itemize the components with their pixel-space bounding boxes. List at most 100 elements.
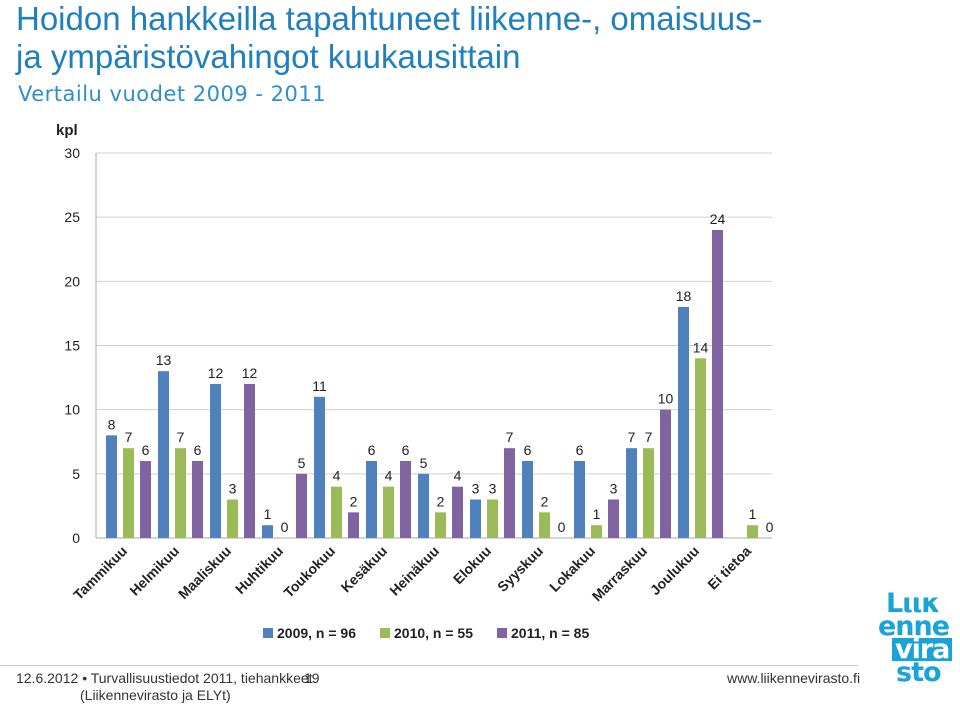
x-tick-label: Maaliskuu [175,543,234,602]
legend-label: 2010, n = 55 [394,625,473,641]
legend-label: 2009, n = 96 [277,625,356,641]
bar [418,473,429,538]
data-label: 3 [472,481,480,497]
bar [227,499,238,538]
data-label: 12 [242,365,258,381]
footer-source-line-2: (Liikennevirasto ja ELYt) [80,687,231,703]
legend-label: 2011, n = 85 [511,625,589,641]
footer-source-line-1: Turvallisuustiedot 2011, tiehankkeet [90,670,313,686]
footer-source: 12.6.2012 • Turvallisuustiedot 2011, tie… [16,670,313,704]
data-label: 6 [194,442,202,458]
data-label: 6 [368,442,376,458]
data-label: 5 [298,455,306,471]
bar [747,525,758,538]
bar [435,512,446,538]
page-number: 19 [304,670,320,686]
data-label: 10 [658,391,674,407]
data-label: 1 [264,506,272,522]
data-label: 1 [749,506,757,522]
data-label: 0 [558,519,566,535]
legend-swatch [497,628,507,638]
bar [175,448,186,538]
x-tick-label: Tammikuu [70,543,130,603]
data-label: 7 [628,429,636,445]
y-tick-label: 20 [64,273,80,289]
data-label: 5 [420,455,428,471]
footer-url: www.liikennevirasto.fi [727,670,861,686]
data-label: 14 [693,339,709,355]
logo-line-4: sto [896,657,942,688]
data-label: 11 [312,378,327,394]
bar [574,461,585,538]
bar [678,307,689,538]
data-label: 24 [710,211,726,227]
bar [383,486,394,538]
y-tick-label: 5 [72,466,80,482]
data-label: 4 [333,468,341,484]
x-tick-label: Heinäkuu [386,543,442,599]
bar [123,448,134,538]
data-label: 3 [489,481,497,497]
footer-date: 12.6.2012 [16,670,79,686]
x-tick-label: Huhtikuu [232,543,286,597]
y-tick-label: 0 [72,530,80,546]
bar [626,448,637,538]
bar [296,473,307,538]
x-tick-label: Joulukuu [647,543,702,598]
bar [522,461,533,538]
legend-swatch [263,628,273,638]
bullet-icon: • [82,670,91,686]
bar [210,384,221,538]
bar [331,486,342,538]
data-label: 4 [454,468,462,484]
bar [158,371,169,538]
bar [591,525,602,538]
bar [452,486,463,538]
bar [643,448,654,538]
data-label: 6 [576,442,584,458]
slide-title: Hoidon hankkeilla tapahtuneet liikenne-,… [16,0,916,76]
x-tick-label: Elokuu [450,543,494,587]
data-label: 7 [506,429,514,445]
data-label: 3 [229,481,237,497]
x-tick-label: Marraskuu [589,543,650,604]
data-label: 3 [610,481,618,497]
bar [244,384,255,538]
data-label: 6 [524,442,532,458]
bar [608,499,619,538]
x-tick-label: Kesäkuu [338,543,391,596]
bar [695,358,706,538]
logo-line-3: vira [892,636,953,663]
bar [470,499,481,538]
bar [504,448,515,538]
bar [262,525,273,538]
data-label: 0 [766,519,774,535]
liikennevirasto-logo: Lιικ enne vira sto [878,588,960,688]
y-tick-label: 15 [64,338,80,354]
legend-swatch [380,628,390,638]
bar [487,499,498,538]
bar [314,396,325,538]
data-label: 6 [402,442,410,458]
title-line-2: ja ympäristövahingot kuukausittain [16,38,521,75]
bar [106,435,117,538]
data-label: 12 [208,365,224,381]
bar [712,230,723,538]
footer-divider [0,665,858,666]
data-label: 13 [156,352,172,368]
x-tick-label: Toukokuu [280,543,338,601]
x-tick-label: Helmikuu [126,543,182,599]
y-tick-label: 10 [64,402,80,418]
x-tick-label: Syyskuu [494,543,546,595]
bar [140,461,151,538]
bar [660,409,671,538]
slide-subtitle: Vertailu vuodet 2009 - 2011 [18,82,327,106]
logo-line-1: Lιικ [886,588,940,619]
data-label: 2 [541,493,549,509]
x-tick-label: Lokakuu [546,543,598,595]
data-label: 7 [177,429,185,445]
data-label: 8 [108,416,116,432]
data-label: 7 [125,429,133,445]
data-label: 0 [281,519,289,535]
